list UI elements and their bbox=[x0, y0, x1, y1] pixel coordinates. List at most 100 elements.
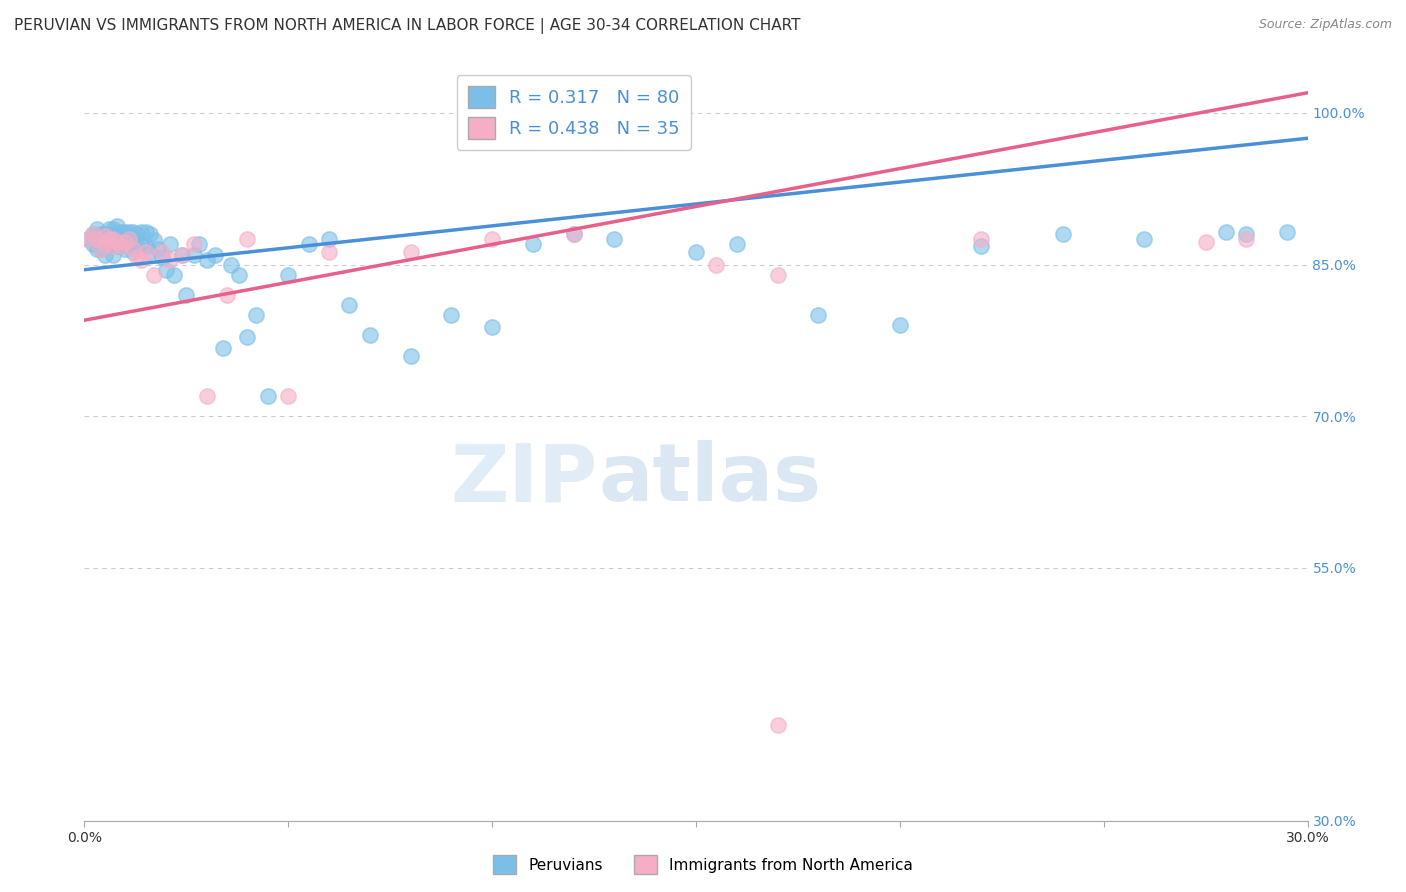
Point bbox=[219, 258, 242, 272]
Point bbox=[82, 237, 104, 252]
Point bbox=[82, 227, 104, 242]
Point bbox=[217, 288, 239, 302]
Point bbox=[142, 268, 165, 282]
Point bbox=[122, 243, 145, 257]
Point bbox=[77, 232, 100, 246]
Point bbox=[236, 232, 259, 246]
Point bbox=[93, 227, 115, 242]
Text: ZIP: ZIP bbox=[451, 441, 598, 518]
Point bbox=[101, 222, 124, 236]
Point bbox=[105, 229, 128, 244]
Point bbox=[97, 232, 120, 246]
Text: atlas: atlas bbox=[598, 441, 821, 518]
Point bbox=[97, 222, 120, 236]
Point bbox=[97, 229, 120, 244]
Point bbox=[298, 237, 321, 252]
Point bbox=[481, 320, 503, 334]
Point bbox=[127, 227, 149, 242]
Point bbox=[90, 232, 112, 246]
Point bbox=[93, 229, 115, 244]
Point bbox=[183, 247, 205, 261]
Point bbox=[339, 298, 361, 312]
Point bbox=[150, 250, 173, 264]
Point bbox=[131, 237, 153, 252]
Point bbox=[706, 258, 728, 272]
Point bbox=[172, 247, 194, 261]
Point bbox=[970, 232, 993, 246]
Point bbox=[163, 268, 186, 282]
Point bbox=[146, 243, 169, 257]
Point bbox=[155, 262, 177, 277]
Point bbox=[90, 227, 112, 242]
Point bbox=[159, 237, 181, 252]
Point bbox=[766, 268, 789, 282]
Point bbox=[212, 341, 235, 355]
Point bbox=[127, 239, 149, 253]
Point bbox=[105, 239, 128, 253]
Point bbox=[90, 243, 112, 257]
Point bbox=[685, 245, 707, 260]
Point bbox=[114, 235, 136, 250]
Point bbox=[101, 239, 124, 253]
Point bbox=[440, 308, 463, 322]
Point bbox=[138, 245, 160, 260]
Point bbox=[562, 227, 585, 242]
Point bbox=[110, 225, 132, 239]
Point bbox=[90, 243, 112, 257]
Point bbox=[86, 243, 108, 257]
Point bbox=[236, 330, 259, 344]
Point bbox=[135, 239, 157, 253]
Point bbox=[110, 239, 132, 253]
Point bbox=[889, 318, 911, 333]
Point bbox=[172, 247, 194, 261]
Point bbox=[257, 389, 280, 403]
Point bbox=[135, 225, 157, 239]
Point bbox=[110, 239, 132, 253]
Point bbox=[77, 232, 100, 246]
Point bbox=[481, 232, 503, 246]
Legend: Peruvians, Immigrants from North America: Peruvians, Immigrants from North America bbox=[488, 849, 918, 880]
Point bbox=[97, 239, 120, 253]
Point bbox=[127, 250, 149, 264]
Point bbox=[138, 227, 160, 242]
Point bbox=[86, 232, 108, 246]
Point bbox=[195, 389, 218, 403]
Point bbox=[101, 227, 124, 242]
Point bbox=[228, 268, 250, 282]
Point bbox=[562, 227, 585, 242]
Point bbox=[142, 233, 165, 247]
Point bbox=[110, 232, 132, 246]
Point bbox=[522, 237, 544, 252]
Point bbox=[150, 245, 173, 260]
Point bbox=[93, 247, 115, 261]
Point bbox=[122, 225, 145, 239]
Point bbox=[318, 245, 340, 260]
Point bbox=[318, 232, 340, 246]
Text: Source: ZipAtlas.com: Source: ZipAtlas.com bbox=[1258, 18, 1392, 31]
Point bbox=[204, 247, 226, 261]
Point bbox=[101, 232, 124, 246]
Point bbox=[86, 232, 108, 246]
Point bbox=[1277, 225, 1299, 239]
Point bbox=[93, 232, 115, 246]
Point bbox=[122, 232, 145, 246]
Point bbox=[174, 288, 197, 302]
Point bbox=[159, 252, 181, 267]
Point bbox=[118, 232, 141, 246]
Point bbox=[1133, 232, 1156, 246]
Point bbox=[122, 245, 145, 260]
Legend: R = 0.317   N = 80, R = 0.438   N = 35: R = 0.317 N = 80, R = 0.438 N = 35 bbox=[457, 75, 690, 150]
Point bbox=[114, 243, 136, 257]
Point bbox=[86, 222, 108, 236]
Text: PERUVIAN VS IMMIGRANTS FROM NORTH AMERICA IN LABOR FORCE | AGE 30-34 CORRELATION: PERUVIAN VS IMMIGRANTS FROM NORTH AMERIC… bbox=[14, 18, 800, 34]
Point bbox=[1236, 232, 1258, 246]
Point bbox=[245, 308, 267, 322]
Point bbox=[359, 328, 381, 343]
Point bbox=[101, 237, 124, 252]
Point bbox=[1236, 227, 1258, 242]
Point bbox=[725, 237, 748, 252]
Point bbox=[105, 219, 128, 234]
Point bbox=[1195, 235, 1218, 250]
Point bbox=[807, 308, 830, 322]
Point bbox=[766, 717, 789, 731]
